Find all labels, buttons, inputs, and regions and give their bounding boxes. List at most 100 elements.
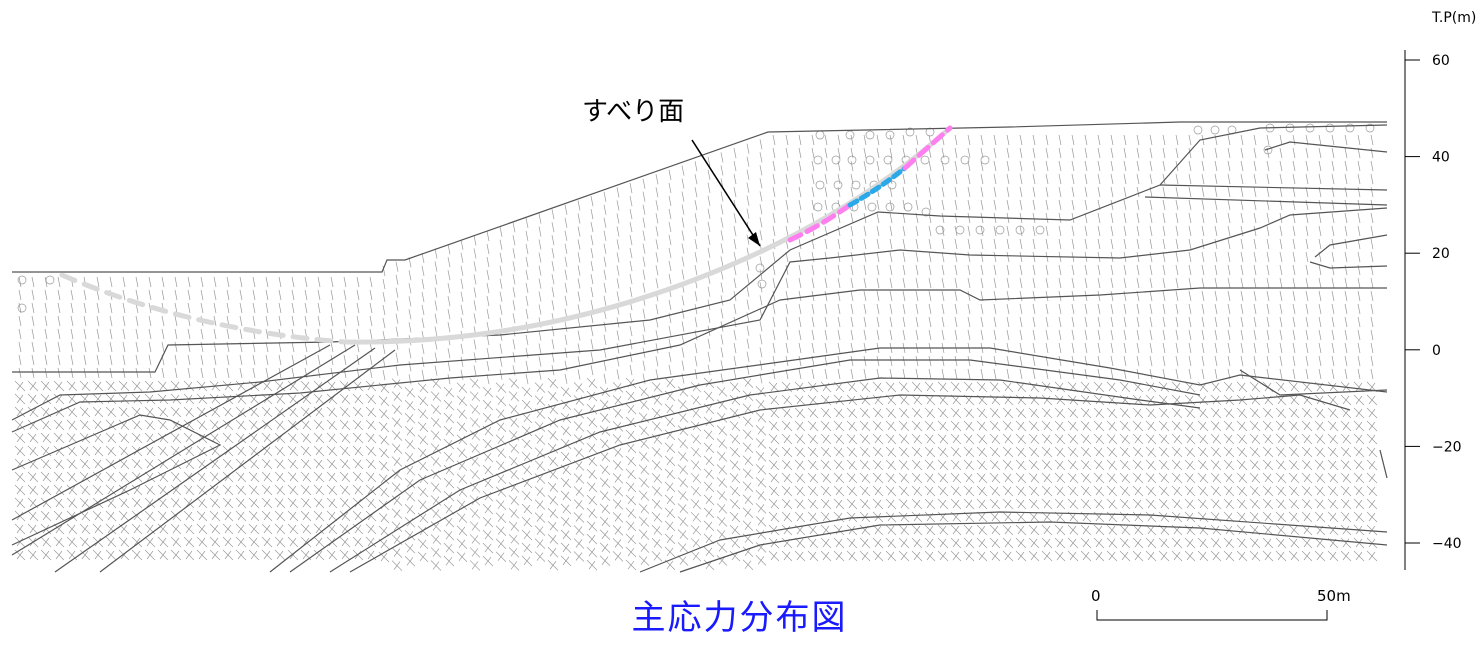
- stress-glyph: [1162, 342, 1166, 354]
- stress-glyph: [1058, 368, 1062, 380]
- stress-glyph: [226, 276, 230, 288]
- stress-glyph: [339, 549, 351, 561]
- stress-glyph: [434, 274, 438, 285]
- stress-glyph: [443, 542, 455, 554]
- stress-glyph: [837, 134, 841, 146]
- stress-glyph: [746, 338, 750, 349]
- stress-glyph: [1288, 485, 1300, 497]
- stress-glyph: [1028, 459, 1040, 471]
- stress-glyph: [1201, 277, 1205, 289]
- stress-glyph: [27, 549, 39, 561]
- stress-glyph: [417, 434, 429, 446]
- stress-glyph: [248, 510, 260, 522]
- stress-glyph: [863, 303, 867, 315]
- stress-glyph: [794, 433, 806, 445]
- stress-glyph: [1058, 316, 1062, 328]
- stress-glyph: [1357, 277, 1361, 289]
- stress-glyph: [1158, 511, 1170, 523]
- stress-glyph: [1188, 186, 1192, 198]
- stress-glyph: [447, 322, 451, 333]
- stress-glyph: [612, 486, 624, 497]
- stress-glyph: [941, 199, 945, 211]
- tension-marker: [935, 225, 945, 235]
- stress-glyph: [1171, 472, 1183, 484]
- stress-glyph: [1045, 264, 1049, 276]
- stress-glyph: [1275, 459, 1287, 471]
- stress-glyph: [148, 341, 152, 353]
- stress-glyph: [525, 217, 529, 229]
- stress-glyph: [1019, 173, 1023, 185]
- stress-glyph: [534, 486, 546, 497]
- stress-glyph: [1318, 199, 1322, 211]
- stress-glyph: [482, 412, 494, 424]
- stress-glyph: [794, 459, 806, 471]
- stress-glyph: [469, 469, 481, 480]
- stress-glyph: [109, 276, 113, 288]
- stress-glyph: [989, 550, 1001, 562]
- stress-glyph: [785, 316, 789, 328]
- stress-glyph: [850, 238, 854, 250]
- stress-glyph: [495, 434, 507, 445]
- stress-glyph: [174, 341, 178, 353]
- stress-glyph: [1288, 511, 1300, 523]
- stress-glyph: [785, 225, 789, 237]
- stress-glyph: [729, 472, 741, 484]
- stress-glyph: [122, 328, 126, 340]
- stress-glyph: [768, 420, 780, 432]
- stress-glyph: [993, 160, 997, 172]
- stress-glyph: [460, 343, 464, 354]
- stress-glyph: [837, 277, 841, 289]
- stress-glyph: [1084, 173, 1088, 185]
- stress-glyph: [1314, 407, 1326, 419]
- stress-glyph: [1314, 511, 1326, 523]
- stress-glyph: [1136, 303, 1140, 315]
- stress-glyph: [313, 523, 325, 535]
- stress-glyph: [759, 230, 763, 241]
- tension-marker: [883, 155, 893, 165]
- stress-glyph: [300, 432, 312, 444]
- stress-glyph: [976, 446, 988, 458]
- stress-glyph: [733, 369, 737, 380]
- stress-glyph: [79, 549, 91, 561]
- stress-glyph: [1288, 446, 1300, 458]
- stress-glyph: [885, 433, 897, 445]
- stress-glyph: [1019, 186, 1023, 198]
- stress-glyph: [651, 421, 663, 432]
- stress-glyph: [486, 230, 490, 242]
- stress-glyph: [161, 315, 165, 327]
- stress-glyph: [1175, 342, 1179, 354]
- stress-glyph: [746, 208, 750, 219]
- tension-marker: [1345, 123, 1355, 133]
- stress-glyph: [486, 334, 490, 346]
- stress-glyph: [707, 338, 711, 349]
- stress-glyph: [967, 212, 971, 224]
- stress-glyph: [135, 289, 139, 301]
- stress-glyph: [1019, 316, 1023, 328]
- stress-glyph: [460, 369, 464, 380]
- stress-glyph: [837, 225, 841, 237]
- stress-glyph: [664, 403, 676, 415]
- stress-glyph: [14, 471, 26, 483]
- stress-glyph: [629, 351, 633, 363]
- stress-glyph: [352, 458, 364, 470]
- stress-glyph: [837, 329, 841, 341]
- stress-glyph: [898, 524, 910, 536]
- stress-glyph: [1171, 420, 1183, 432]
- stress-glyph: [850, 368, 854, 380]
- stress-glyph: [525, 256, 529, 268]
- stress-glyph: [1292, 264, 1296, 276]
- stress-glyph: [469, 430, 481, 441]
- stress-glyph: [443, 412, 455, 424]
- stress-glyph: [1344, 368, 1348, 380]
- stress-glyph: [603, 334, 607, 345]
- stress-glyph: [1019, 368, 1023, 380]
- tension-marker: [905, 127, 915, 137]
- stress-glyph: [1045, 290, 1049, 302]
- stress-glyph: [1366, 472, 1378, 484]
- stress-glyph: [291, 315, 295, 327]
- stress-glyph: [213, 341, 217, 353]
- stress-glyph: [1357, 160, 1361, 172]
- stress-glyph: [911, 511, 923, 523]
- stress-glyph: [733, 213, 737, 224]
- stress-glyph: [1145, 498, 1157, 510]
